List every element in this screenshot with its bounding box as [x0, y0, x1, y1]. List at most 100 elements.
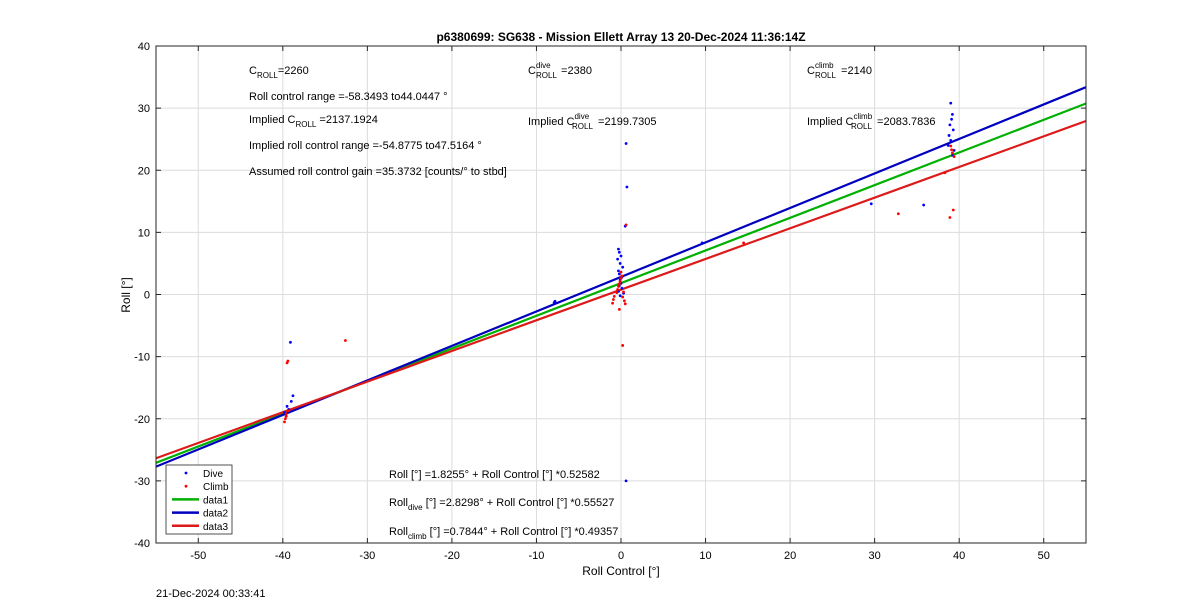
y-tick-label: -20 — [134, 414, 150, 426]
x-tick-label: 20 — [784, 550, 796, 562]
assumed-gain: Assumed roll control gain =35.3732 [coun… — [249, 166, 507, 178]
legend-climb-label: Climb — [203, 482, 229, 493]
climb-point — [616, 288, 620, 291]
y-tick-label: -40 — [134, 538, 150, 550]
dive-point — [553, 299, 557, 303]
dive-point — [618, 294, 622, 298]
climb-point — [621, 295, 625, 299]
dive-point — [922, 203, 926, 207]
legend-data3-label: data3 — [203, 522, 228, 533]
legend-climb-marker — [184, 484, 188, 488]
climb-point — [951, 208, 955, 212]
roll-control-range: Roll control range =-58.3493 to44.0447 ° — [249, 91, 448, 103]
dive-point — [621, 265, 625, 269]
data3-fit-line — [156, 119, 1086, 460]
dive-point — [952, 148, 956, 152]
dive-point — [948, 123, 952, 127]
x-tick-label: -40 — [275, 550, 291, 562]
implied-c-roll-climb: Implied Cclimb ROLL =2083.7836 — [807, 112, 935, 131]
climb-point — [623, 302, 627, 306]
x-tick-label: 0 — [618, 550, 624, 562]
climb-point — [615, 291, 619, 295]
climb-point — [620, 274, 624, 278]
climb-point — [622, 290, 625, 294]
dive-point — [950, 117, 953, 121]
climb-point — [284, 414, 288, 418]
dive-point — [617, 250, 621, 254]
dive-point — [947, 134, 951, 137]
legend-data2-label: data2 — [203, 509, 228, 520]
climb-point — [619, 270, 623, 274]
x-tick-label: 30 — [869, 550, 881, 562]
climb-point — [617, 308, 621, 311]
x-axis-label: Roll Control [°] — [582, 564, 660, 578]
x-tick-label: -30 — [359, 550, 375, 562]
x-tick-label: 40 — [953, 550, 965, 562]
c-roll-climb-annotation: Cclimb ROLL =2140 — [807, 61, 872, 80]
fit-climb-equation: Rollclimb [°] =0.7844° + Roll Control [°… — [389, 526, 618, 541]
y-tick-label: 20 — [138, 165, 150, 177]
fit-all-equation: Roll [°] =1.8255° + Roll Control [°] *0.… — [389, 469, 600, 481]
y-tick-label: -30 — [134, 476, 150, 488]
dive-point — [617, 247, 620, 251]
annotations: CROLL=2260 Cdive ROLL =2380 Cclimb ROLL =2… — [249, 61, 935, 541]
climb-point — [943, 171, 947, 175]
footer-timestamp: 21-Dec-2024 00:33:41 — [156, 588, 266, 600]
chart-title: p6380699: SG638 - Mission Ellett Array 1… — [436, 30, 805, 44]
dive-point — [616, 257, 620, 261]
dive-point — [291, 394, 295, 398]
climb-point — [611, 298, 615, 301]
dive-point — [951, 128, 955, 132]
data-points — [283, 101, 956, 483]
dive-point — [700, 241, 704, 245]
legend-dive-marker — [184, 471, 188, 475]
climb-point — [950, 148, 953, 152]
climb-point — [284, 412, 288, 416]
c-roll-annotation: CROLL=2260 — [249, 65, 309, 80]
y-axis-label: Roll [°] — [119, 277, 133, 312]
y-tick-label: 30 — [138, 103, 150, 115]
y-tick-label: 40 — [138, 41, 150, 53]
x-tick-label: 10 — [699, 550, 711, 562]
climb-point — [283, 420, 286, 424]
x-tick-label: -10 — [529, 550, 545, 562]
climb-point — [621, 344, 625, 347]
climb-point — [896, 212, 900, 216]
y-tick-label: 0 — [144, 290, 150, 302]
y-tick-label: -10 — [134, 352, 150, 364]
x-axis-ticks: -50 -40 -30 -20 -10 0 10 20 30 40 50 — [190, 46, 1050, 562]
dive-point — [618, 262, 622, 265]
y-axis-ticks: -40 -30 -20 -10 0 10 20 30 40 — [134, 41, 1086, 550]
legend-data1-label: data1 — [203, 495, 228, 506]
climb-point — [612, 294, 616, 298]
climb-point — [618, 280, 622, 283]
implied-c-roll: Implied CROLL =2137.1924 — [249, 114, 378, 129]
climb-point — [949, 144, 953, 148]
climb-point — [611, 301, 614, 305]
climb-point — [287, 409, 291, 413]
legend: Dive Climb data1 data2 data3 — [165, 464, 233, 535]
climb-point — [617, 282, 621, 286]
dive-point — [625, 185, 629, 189]
x-tick-label: 50 — [1038, 550, 1050, 562]
dive-point — [624, 479, 628, 483]
dive-point — [620, 286, 624, 290]
y-tick-label: 10 — [138, 227, 150, 239]
climb-point — [951, 151, 954, 155]
dive-point — [949, 101, 953, 105]
fit-dive-equation: Rolldive [°] =2.8298° + Roll Control [°]… — [389, 497, 614, 512]
dive-point — [619, 254, 623, 258]
climb-point — [343, 339, 347, 342]
c-roll-dive-annotation: Cdive ROLL =2380 — [528, 61, 592, 80]
climb-point — [624, 223, 628, 227]
dive-point — [289, 340, 292, 344]
dive-point — [285, 404, 289, 408]
climb-point — [619, 276, 623, 280]
dive-point — [617, 272, 621, 276]
implied-roll-range: Implied roll control range =-54.8775 to4… — [249, 140, 482, 152]
climb-point — [742, 241, 745, 245]
dive-point — [289, 399, 293, 403]
climb-point — [622, 299, 626, 303]
climb-point — [952, 155, 956, 158]
